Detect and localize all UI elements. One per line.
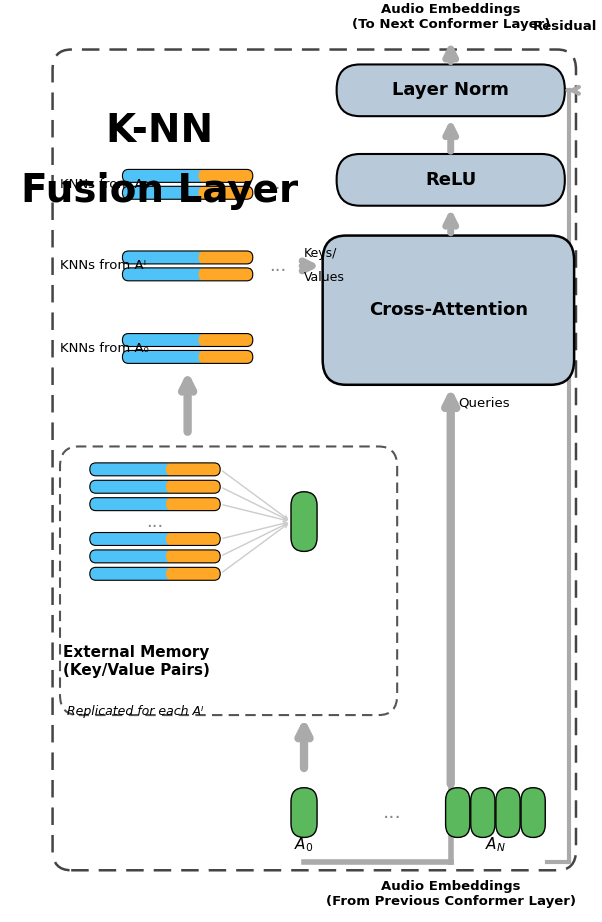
FancyBboxPatch shape xyxy=(521,787,545,837)
Text: ReLU: ReLU xyxy=(425,171,476,189)
FancyBboxPatch shape xyxy=(90,567,220,580)
FancyBboxPatch shape xyxy=(90,463,172,476)
FancyBboxPatch shape xyxy=(199,350,253,363)
FancyBboxPatch shape xyxy=(90,463,220,476)
FancyBboxPatch shape xyxy=(122,251,253,264)
FancyBboxPatch shape xyxy=(199,334,253,347)
Text: Values: Values xyxy=(304,271,345,284)
Text: External Memory
(Key/Value Pairs): External Memory (Key/Value Pairs) xyxy=(63,645,210,678)
Text: Cross-Attention: Cross-Attention xyxy=(369,301,528,319)
FancyBboxPatch shape xyxy=(166,533,220,546)
FancyBboxPatch shape xyxy=(323,235,574,384)
FancyBboxPatch shape xyxy=(122,186,205,199)
FancyBboxPatch shape xyxy=(199,251,253,264)
Text: K-NN: K-NN xyxy=(105,112,214,150)
FancyBboxPatch shape xyxy=(122,350,253,363)
Text: Queries: Queries xyxy=(458,396,510,409)
FancyBboxPatch shape xyxy=(90,498,220,511)
FancyBboxPatch shape xyxy=(90,480,172,493)
FancyBboxPatch shape xyxy=(199,170,253,183)
Text: $A_0$: $A_0$ xyxy=(294,835,314,854)
FancyBboxPatch shape xyxy=(90,550,172,562)
Text: $A_N$: $A_N$ xyxy=(485,835,506,854)
Text: Fusion Layer: Fusion Layer xyxy=(21,171,298,210)
FancyBboxPatch shape xyxy=(122,334,253,347)
FancyBboxPatch shape xyxy=(90,533,220,546)
FancyBboxPatch shape xyxy=(166,498,220,511)
FancyBboxPatch shape xyxy=(122,350,205,363)
Text: KNNs from A₀: KNNs from A₀ xyxy=(60,342,149,355)
FancyBboxPatch shape xyxy=(90,480,220,493)
FancyBboxPatch shape xyxy=(122,268,253,281)
FancyBboxPatch shape xyxy=(337,65,565,116)
FancyBboxPatch shape xyxy=(122,334,205,347)
Text: ...: ... xyxy=(270,175,287,194)
FancyBboxPatch shape xyxy=(199,186,253,199)
FancyBboxPatch shape xyxy=(122,170,205,183)
Text: ...: ... xyxy=(270,257,287,275)
FancyBboxPatch shape xyxy=(291,491,317,551)
Text: ...: ... xyxy=(383,803,402,822)
Text: KNNs from Aₙ: KNNs from Aₙ xyxy=(60,178,149,191)
Text: Audio Embeddings
(To Next Conformer Layer): Audio Embeddings (To Next Conformer Laye… xyxy=(352,3,550,30)
FancyBboxPatch shape xyxy=(122,251,205,264)
FancyBboxPatch shape xyxy=(166,463,220,476)
Text: ...: ... xyxy=(146,513,164,530)
FancyBboxPatch shape xyxy=(90,498,172,511)
FancyBboxPatch shape xyxy=(445,787,470,837)
FancyBboxPatch shape xyxy=(166,567,220,580)
FancyBboxPatch shape xyxy=(122,268,205,281)
FancyBboxPatch shape xyxy=(166,550,220,562)
Text: Replicated for each Aᴵ: Replicated for each Aᴵ xyxy=(67,704,203,717)
Text: Layer Norm: Layer Norm xyxy=(393,81,509,100)
FancyBboxPatch shape xyxy=(122,170,253,183)
FancyBboxPatch shape xyxy=(199,268,253,281)
FancyBboxPatch shape xyxy=(471,787,495,837)
FancyBboxPatch shape xyxy=(337,154,565,206)
FancyBboxPatch shape xyxy=(291,787,317,837)
FancyBboxPatch shape xyxy=(122,186,253,199)
Text: Keys/: Keys/ xyxy=(304,247,337,261)
Text: Audio Embeddings
(From Previous Conformer Layer): Audio Embeddings (From Previous Conforme… xyxy=(326,881,576,908)
FancyBboxPatch shape xyxy=(90,567,172,580)
Text: Residual: Residual xyxy=(533,20,597,33)
FancyBboxPatch shape xyxy=(166,480,220,493)
FancyBboxPatch shape xyxy=(90,550,220,562)
FancyBboxPatch shape xyxy=(496,787,520,837)
FancyBboxPatch shape xyxy=(90,533,172,546)
Text: KNNs from Aᴵ: KNNs from Aᴵ xyxy=(60,259,146,272)
